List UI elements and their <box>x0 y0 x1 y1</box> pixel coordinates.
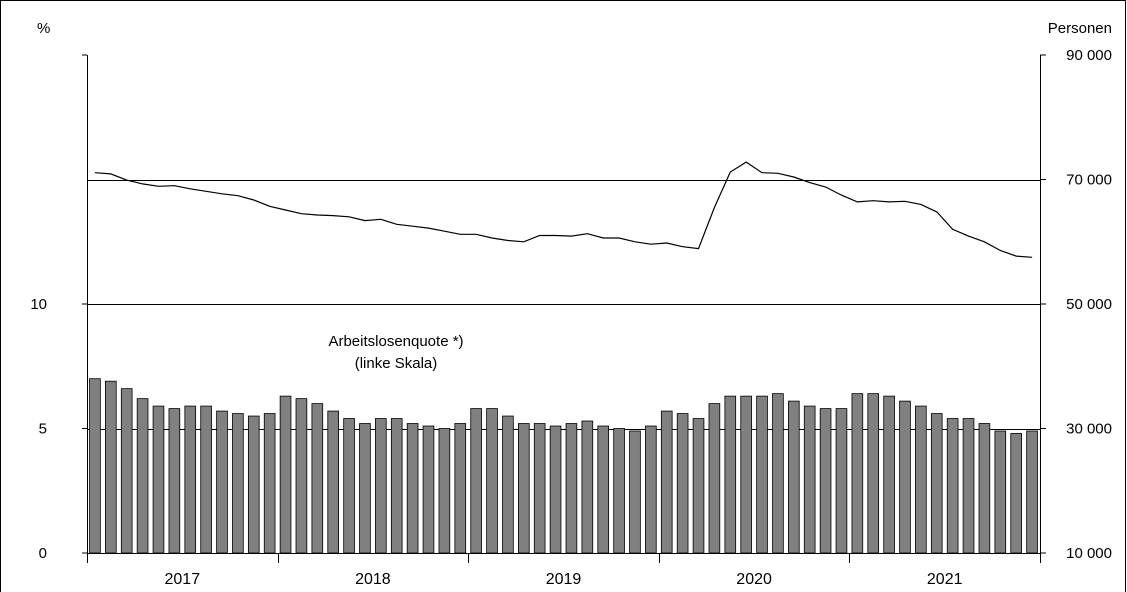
axes-layer: 0 5 10 10 000 30 000 50 000 70 000 90 000 2017 20… <box>30 47 1112 588</box>
bar-45 <box>803 405 816 554</box>
bar-17 <box>359 423 371 554</box>
bars-layer <box>89 378 1038 554</box>
left-tick-label-1: 5 <box>39 421 47 438</box>
bar-4 <box>152 405 165 554</box>
right-tick-label-3: 70 000 <box>1066 172 1112 189</box>
bar-56 <box>978 423 991 554</box>
line-layer <box>94 161 1033 258</box>
bar-7 <box>200 405 212 554</box>
bar-40 <box>724 395 737 554</box>
bar-58 <box>1010 433 1022 554</box>
bar-6 <box>184 405 197 554</box>
right-tick-label-2: 50 000 <box>1066 296 1112 313</box>
bar-0 <box>89 378 101 554</box>
bar-49 <box>867 393 880 554</box>
bar-54 <box>946 418 959 554</box>
bar-42 <box>756 395 768 554</box>
year-label-0: 2017 <box>165 571 201 588</box>
bar-10 <box>247 415 260 554</box>
bar-59 <box>1026 430 1038 554</box>
bar-8 <box>216 410 228 554</box>
bar-26 <box>502 415 514 554</box>
right-axis-unit: Personen <box>1048 20 1112 37</box>
bar-9 <box>232 413 244 554</box>
bar-27 <box>517 423 530 554</box>
bar-51 <box>899 400 911 554</box>
bar-20 <box>406 423 419 554</box>
bar-1 <box>105 380 117 554</box>
year-label-4: 2021 <box>927 571 963 588</box>
bar-34 <box>629 430 641 554</box>
bar-44 <box>788 400 800 554</box>
right-tick-label-4: 90 000 <box>1066 47 1112 64</box>
right-tick-label-0: 10 000 <box>1066 545 1112 562</box>
bar-33 <box>613 428 625 554</box>
left-axis-unit: % <box>37 20 50 37</box>
bar-52 <box>915 405 927 554</box>
bar-23 <box>454 423 467 554</box>
bar-25 <box>486 408 498 554</box>
bar-14 <box>311 403 324 554</box>
bar-21 <box>422 425 435 554</box>
line-series <box>94 161 1033 258</box>
left-tick-label-0: 0 <box>39 545 47 562</box>
bar-18 <box>375 418 387 554</box>
right-tick-label-1: 30 000 <box>1066 421 1112 438</box>
bar-31 <box>581 420 594 554</box>
bar-24 <box>470 408 482 554</box>
bar-5 <box>168 408 181 554</box>
text-layer: % Personen Arbeitslosenquote *) (linke S… <box>37 20 1112 372</box>
bar-30 <box>565 423 578 554</box>
bar-35 <box>645 425 657 554</box>
bar-38 <box>692 418 705 554</box>
bar-36 <box>660 410 673 554</box>
bar-48 <box>851 393 864 554</box>
bar-15 <box>327 410 339 554</box>
bar-2 <box>120 388 133 554</box>
bar-37 <box>676 413 689 554</box>
left-tick-label-2: 10 <box>30 296 47 313</box>
bar-19 <box>390 418 403 554</box>
bar-43 <box>772 393 784 554</box>
annotation-line2: (linke Skala) <box>355 355 438 372</box>
bar-12 <box>279 395 292 554</box>
bar-11 <box>263 413 276 554</box>
bar-41 <box>740 395 752 554</box>
annotation-line1: Arbeitslosenquote *) <box>328 333 463 350</box>
bar-3 <box>136 398 149 554</box>
bar-16 <box>343 418 355 554</box>
grid-layer <box>87 180 1040 430</box>
bar-50 <box>883 395 895 554</box>
bar-47 <box>835 408 848 554</box>
bar-39 <box>708 403 721 554</box>
bar-13 <box>295 398 308 554</box>
bar-46 <box>819 408 832 554</box>
year-label-3: 2020 <box>736 571 772 588</box>
year-label-1: 2018 <box>355 571 391 588</box>
bar-32 <box>597 425 610 554</box>
bar-57 <box>994 430 1007 554</box>
bar-55 <box>962 418 975 554</box>
bar-53 <box>930 413 943 554</box>
bar-22 <box>438 428 451 554</box>
bar-29 <box>549 425 562 554</box>
bar-28 <box>533 423 546 554</box>
year-label-2: 2019 <box>546 571 582 588</box>
